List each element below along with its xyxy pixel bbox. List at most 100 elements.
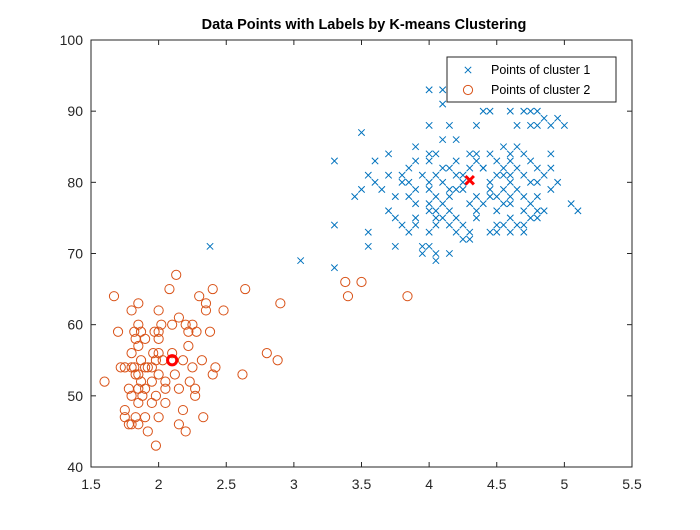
cluster-2-point xyxy=(177,355,189,366)
cluster-1-point-stroke xyxy=(506,193,514,201)
cluster-1-point-stroke xyxy=(533,121,541,129)
cluster-1-point xyxy=(506,157,514,165)
cluster-1-point-stroke xyxy=(452,214,460,222)
cluster-1-point xyxy=(364,242,372,250)
cluster-1-point-stroke xyxy=(499,143,508,151)
cluster-1-point xyxy=(540,207,548,215)
cluster-1-point-stroke xyxy=(405,228,413,236)
cluster-2-point xyxy=(402,291,413,302)
cluster-1-point xyxy=(439,200,447,208)
cluster-1-point-stroke xyxy=(330,221,339,229)
cluster-1-point-stroke xyxy=(452,228,460,236)
cluster-1-point-stroke xyxy=(445,193,453,201)
cluster-1-point xyxy=(425,121,433,129)
data-marks xyxy=(99,86,582,451)
cluster-2-point xyxy=(150,390,162,401)
cluster-1-point-stroke xyxy=(405,164,413,172)
cluster-1-point-stroke xyxy=(472,121,481,129)
cluster-1-point xyxy=(513,221,521,229)
cluster-1-point-stroke xyxy=(533,107,541,115)
cluster-1-point-stroke xyxy=(520,228,528,236)
cluster-1-point xyxy=(425,86,433,94)
cluster-1-point-stroke xyxy=(499,221,508,229)
cluster-1-point xyxy=(425,200,433,208)
cluster-1-point xyxy=(506,150,514,158)
cluster-2-point xyxy=(108,291,120,302)
cluster-2-point xyxy=(133,419,144,430)
cluster-2-point xyxy=(126,348,137,359)
cluster-1-point xyxy=(384,171,393,179)
cluster-1-point xyxy=(506,107,514,115)
cluster-1-point xyxy=(520,228,528,236)
cluster-1-point-stroke xyxy=(574,207,582,215)
cluster-1-point-stroke xyxy=(540,114,548,122)
cluster-1-point xyxy=(432,171,440,179)
cluster-1-point-stroke xyxy=(432,193,440,201)
cluster-1-point xyxy=(472,157,481,165)
cluster-2-point xyxy=(167,319,178,330)
cluster-1-point xyxy=(540,114,548,122)
cluster-1-point-stroke xyxy=(418,242,426,250)
cluster-2-point xyxy=(187,362,198,373)
cluster-1-point xyxy=(513,185,521,194)
cluster-1-point xyxy=(547,121,555,129)
x-tick-label: 3 xyxy=(290,476,298,492)
cluster-1-point xyxy=(506,193,514,201)
cluster-1-point-stroke xyxy=(405,178,413,186)
cluster-1-point-stroke xyxy=(425,200,433,208)
cluster-1-point-stroke xyxy=(439,200,447,208)
cluster-1-point xyxy=(405,178,413,186)
cluster-1-point-stroke xyxy=(533,214,541,222)
cluster-1-point-stroke xyxy=(364,228,372,236)
cluster-2-point xyxy=(126,305,137,316)
y-tick-label: 40 xyxy=(67,459,83,475)
cluster-1-point xyxy=(554,178,562,186)
cluster-2-point xyxy=(150,440,162,451)
cluster-1-point xyxy=(398,178,406,186)
cluster-2-point xyxy=(126,390,137,401)
cluster-1-point xyxy=(412,221,420,229)
cluster-1-point xyxy=(384,207,393,215)
cluster-1-point-stroke xyxy=(412,157,420,165)
cluster-2-point xyxy=(153,369,164,380)
cluster-2-point xyxy=(160,376,171,387)
cluster-1-point xyxy=(554,114,562,122)
cluster-2-point xyxy=(133,397,144,409)
cluster-1-point-stroke xyxy=(493,193,501,201)
cluster-1-point-stroke xyxy=(459,221,467,229)
cluster-2-point xyxy=(146,362,157,373)
cluster-1-point-stroke xyxy=(506,228,514,236)
cluster-1-point xyxy=(432,214,440,222)
cluster-1-point xyxy=(479,107,487,115)
cluster-2-point xyxy=(140,362,151,373)
cluster-1-point-stroke xyxy=(432,257,440,265)
cluster-1-point-stroke xyxy=(472,207,481,215)
cluster-1-point-stroke xyxy=(412,200,420,208)
cluster-1-point xyxy=(499,200,508,208)
cluster-1-point-stroke xyxy=(398,178,406,186)
cluster-2-point xyxy=(140,412,151,423)
cluster-2-point xyxy=(240,283,251,295)
cluster-1-point-stroke xyxy=(520,171,528,179)
cluster-1-point-stroke xyxy=(425,207,433,215)
cluster-2-point xyxy=(133,319,144,330)
cluster-1-point xyxy=(330,221,339,229)
cluster-1-point-stroke xyxy=(472,150,481,158)
cluster-1-point-stroke xyxy=(432,221,440,229)
cluster-1-point xyxy=(206,242,214,250)
cluster-1-point-stroke xyxy=(445,121,453,129)
cluster-1-point xyxy=(520,193,528,201)
cluster-1-point-stroke xyxy=(486,185,494,194)
cluster-2-point xyxy=(191,326,202,337)
cluster-2-point xyxy=(173,312,185,323)
cluster-1-point-stroke xyxy=(425,185,433,194)
cluster-1-point-stroke xyxy=(513,221,521,229)
cluster-1-point xyxy=(445,249,453,258)
cluster-1-point xyxy=(472,214,481,222)
cluster-2-point xyxy=(115,362,126,373)
cluster-1-point-stroke xyxy=(364,171,372,179)
cluster-1-point-stroke xyxy=(479,107,487,115)
cluster-1-point xyxy=(391,242,399,250)
cluster-1-point xyxy=(527,200,535,208)
